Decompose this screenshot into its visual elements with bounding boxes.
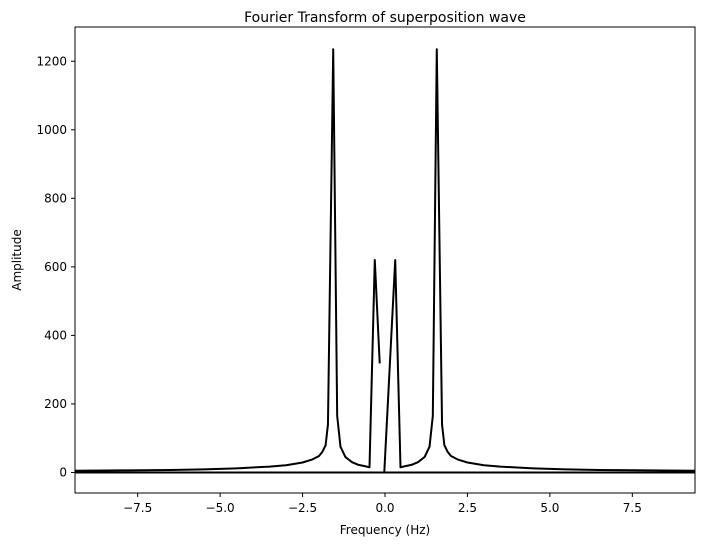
x-axis: −7.5 −5.0 −2.5 0.0 2.5 5.0 7.5 bbox=[123, 493, 642, 515]
y-tick-label: 200 bbox=[44, 397, 67, 411]
y-tick-label: 800 bbox=[44, 191, 67, 205]
y-axis-label: Amplitude bbox=[10, 229, 24, 291]
x-tick-label: 0.0 bbox=[375, 501, 394, 515]
plot-frame bbox=[74, 26, 696, 494]
x-tick-label: −2.5 bbox=[288, 501, 317, 515]
x-tick-label: −5.0 bbox=[206, 501, 235, 515]
x-tick-label: −7.5 bbox=[123, 501, 152, 515]
series-line-segment-1 bbox=[383, 48, 695, 472]
x-tick-label: 5.0 bbox=[540, 501, 559, 515]
y-tick-label: 1200 bbox=[36, 54, 67, 68]
y-axis: 0 200 400 600 800 1000 1200 bbox=[36, 54, 75, 479]
x-axis-label: Frequency (Hz) bbox=[340, 523, 431, 537]
x-tick-label: 2.5 bbox=[458, 501, 477, 515]
y-tick-label: 600 bbox=[44, 260, 67, 274]
y-tick-label: 0 bbox=[59, 465, 67, 479]
y-tick-label: 1000 bbox=[36, 123, 67, 137]
x-tick-label: 7.5 bbox=[623, 501, 642, 515]
chart-title: Fourier Transform of superposition wave bbox=[244, 10, 526, 26]
y-tick-label: 400 bbox=[44, 328, 67, 342]
series-line-segment-0 bbox=[75, 48, 381, 472]
